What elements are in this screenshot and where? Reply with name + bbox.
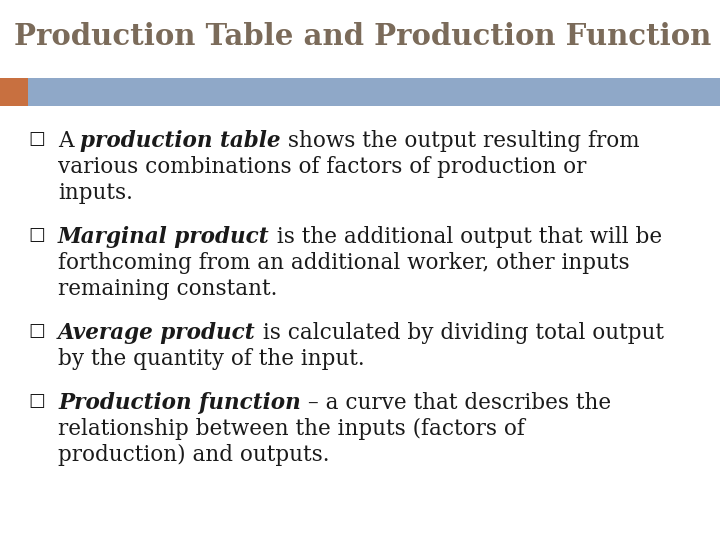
Text: □: □: [28, 130, 45, 148]
Text: by the quantity of the input.: by the quantity of the input.: [58, 348, 364, 370]
Text: is the additional output that will be: is the additional output that will be: [269, 226, 662, 248]
Text: □: □: [28, 392, 45, 410]
Text: □: □: [28, 322, 45, 340]
Text: forthcoming from an additional worker, other inputs: forthcoming from an additional worker, o…: [58, 252, 629, 274]
Text: Average product: Average product: [58, 322, 256, 344]
Text: Marginal product: Marginal product: [58, 226, 269, 248]
Text: □: □: [28, 226, 45, 244]
Text: remaining constant.: remaining constant.: [58, 278, 277, 300]
Text: various combinations of factors of production or: various combinations of factors of produ…: [58, 156, 586, 178]
Bar: [0, 78, 720, 106]
Bar: [0, 78, 28, 106]
Text: production table: production table: [81, 130, 281, 152]
Text: A: A: [58, 130, 81, 152]
Text: inputs.: inputs.: [58, 182, 133, 204]
Text: – a curve that describes the: – a curve that describes the: [301, 392, 611, 414]
Text: relationship between the inputs (factors of: relationship between the inputs (factors…: [58, 418, 525, 440]
Text: Production Table and Production Function: Production Table and Production Function: [14, 22, 711, 51]
Text: shows the output resulting from: shows the output resulting from: [281, 130, 639, 152]
Text: Production function: Production function: [58, 392, 301, 414]
Text: production) and outputs.: production) and outputs.: [58, 444, 330, 466]
Text: is calculated by dividing total output: is calculated by dividing total output: [256, 322, 664, 344]
